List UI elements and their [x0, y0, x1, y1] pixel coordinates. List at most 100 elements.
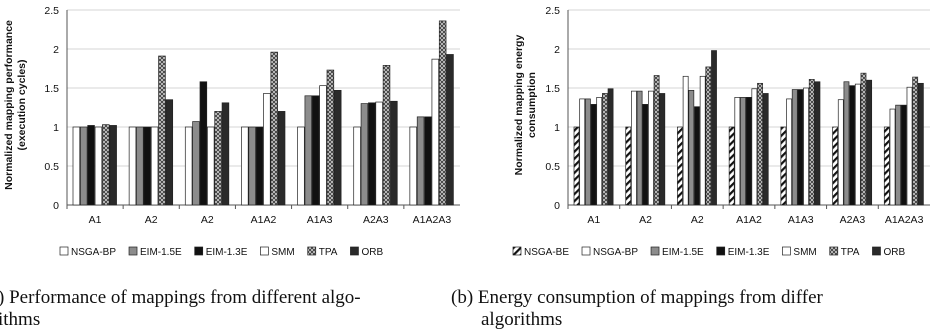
bar-nsga-be	[677, 126, 683, 206]
y-tick-label: 1	[554, 122, 560, 134]
bar-nsga-bp	[682, 75, 689, 206]
y-tick-label: 1.5	[44, 83, 59, 95]
bar-tpa	[757, 82, 763, 206]
legend-label-smm: SMM	[271, 247, 294, 258]
legend-swatch-orb	[872, 246, 881, 256]
caption-left-line2: ithms	[0, 309, 41, 330]
bar-eim-1-5e	[791, 89, 798, 206]
bar-eim-1-3e	[849, 85, 856, 206]
y-tick-label: 2.5	[44, 5, 59, 17]
x-tick-label: A2	[145, 214, 158, 226]
bar-eim-1-5e	[360, 103, 369, 206]
legend-swatch-eim-1-3e	[716, 246, 726, 256]
bar-orb	[814, 81, 821, 206]
bar-nsga-bp	[72, 126, 81, 206]
bar-eim-1-5e	[895, 104, 902, 206]
bar-smm	[596, 97, 603, 206]
bar-nsga-be	[573, 126, 580, 206]
bar-smm	[150, 126, 159, 206]
bar-nsga-bp	[184, 126, 193, 206]
bar-eim-1-3e	[745, 97, 752, 206]
bar-eim-1-3e	[87, 125, 95, 206]
bar-eim-1-5e	[136, 126, 144, 206]
bar-eim-1-5e	[192, 121, 200, 206]
bar-smm	[375, 101, 383, 206]
bar-tpa	[808, 79, 815, 206]
bar-orb	[607, 88, 614, 206]
bar-nsga-bp	[297, 126, 305, 206]
legend-swatch-tpa	[829, 246, 839, 256]
bar-eim-1-5e	[740, 97, 746, 206]
bar-orb	[277, 111, 286, 206]
bar-nsga-bp	[889, 108, 896, 206]
bar-tpa	[860, 72, 867, 206]
bar-eim-1-3e	[642, 104, 649, 206]
y-tick-label: 0.5	[545, 161, 560, 173]
legend-label-orb: ORB	[361, 247, 383, 258]
bar-tpa	[653, 75, 660, 206]
bar-tpa	[705, 66, 712, 206]
x-tick-label: A1A3	[788, 214, 814, 226]
bar-eim-1-3e	[797, 89, 804, 206]
caption-right-line1: (b) Energy consumption of mappings from …	[451, 287, 823, 308]
legend-swatch-nsga-be	[512, 246, 522, 256]
legend-swatch-eim-1-5e	[128, 246, 138, 256]
energy-chart: Normalized mapping energy consumption 0 0…	[512, 5, 930, 258]
bar-smm	[699, 75, 706, 206]
x-tick-label: A2	[201, 214, 214, 226]
bar-tpa	[382, 65, 391, 206]
bar-nsga-be	[832, 126, 838, 206]
legend-label-smm: SMM	[793, 247, 816, 258]
y-tick-label: 2	[554, 44, 560, 56]
bar-tpa	[438, 20, 447, 206]
bar-eim-1-3e	[143, 126, 151, 206]
bar-orb	[165, 99, 174, 206]
bar-tpa	[270, 51, 278, 206]
legend-label-eim-1-5e: EIM-1.5E	[140, 247, 182, 258]
bar-smm	[648, 90, 654, 206]
legend-label-tpa: TPA	[319, 247, 338, 258]
bar-smm	[319, 85, 327, 206]
legend-label-eim-1-3e: EIM-1.3E	[206, 247, 248, 258]
bar-nsga-bp	[837, 99, 844, 206]
legend-swatch-smm	[260, 246, 269, 256]
legend-label-eim-1-5e: EIM-1.5E	[662, 247, 704, 258]
bar-eim-1-5e	[843, 81, 850, 206]
bar-smm	[751, 88, 758, 206]
y-axis-title-line2: consumption	[526, 72, 538, 138]
y-tick-label: 2.5	[545, 5, 560, 17]
y-tick-label: 2	[53, 44, 59, 56]
bar-smm	[803, 87, 809, 206]
legend-swatch-smm	[782, 246, 791, 256]
y-axis-title-line2: (execution cycles)	[16, 59, 28, 150]
bar-tpa	[326, 69, 335, 206]
bar-eim-1-3e	[424, 116, 432, 206]
y-tick-label: 1.5	[545, 83, 560, 95]
bar-eim-1-3e	[900, 104, 907, 206]
bar-nsga-bp	[734, 97, 741, 206]
bar-nsga-be	[883, 126, 890, 206]
bar-eim-1-5e	[80, 126, 88, 206]
legend-swatch-eim-1-5e	[650, 246, 660, 256]
bar-nsga-bp	[579, 98, 586, 206]
legend-label-tpa: TPA	[841, 247, 860, 258]
x-tick-label: A1	[587, 214, 600, 226]
bar-smm	[207, 126, 215, 206]
bar-eim-1-3e	[255, 126, 264, 206]
x-tick-label: A2	[639, 214, 652, 226]
caption-left-line1: ) Performance of mappings from different…	[0, 287, 361, 308]
x-tick-label: A2A3	[840, 214, 866, 226]
bar-smm	[94, 126, 103, 206]
bar-orb	[221, 102, 230, 206]
bar-eim-1-3e	[199, 81, 208, 206]
bar-eim-1-5e	[416, 116, 425, 206]
bar-eim-1-3e	[311, 95, 320, 206]
bar-orb	[711, 50, 717, 206]
bar-tpa	[214, 111, 222, 206]
y-axis-title-line1: Normalized mapping energy	[513, 35, 525, 176]
bar-tpa	[602, 93, 608, 206]
bar-eim-1-3e	[590, 104, 597, 206]
x-tick-label: A2	[691, 214, 704, 226]
legend-label-nsga-bp: NSGA-BP	[593, 247, 638, 258]
bar-nsga-bp	[631, 90, 637, 206]
